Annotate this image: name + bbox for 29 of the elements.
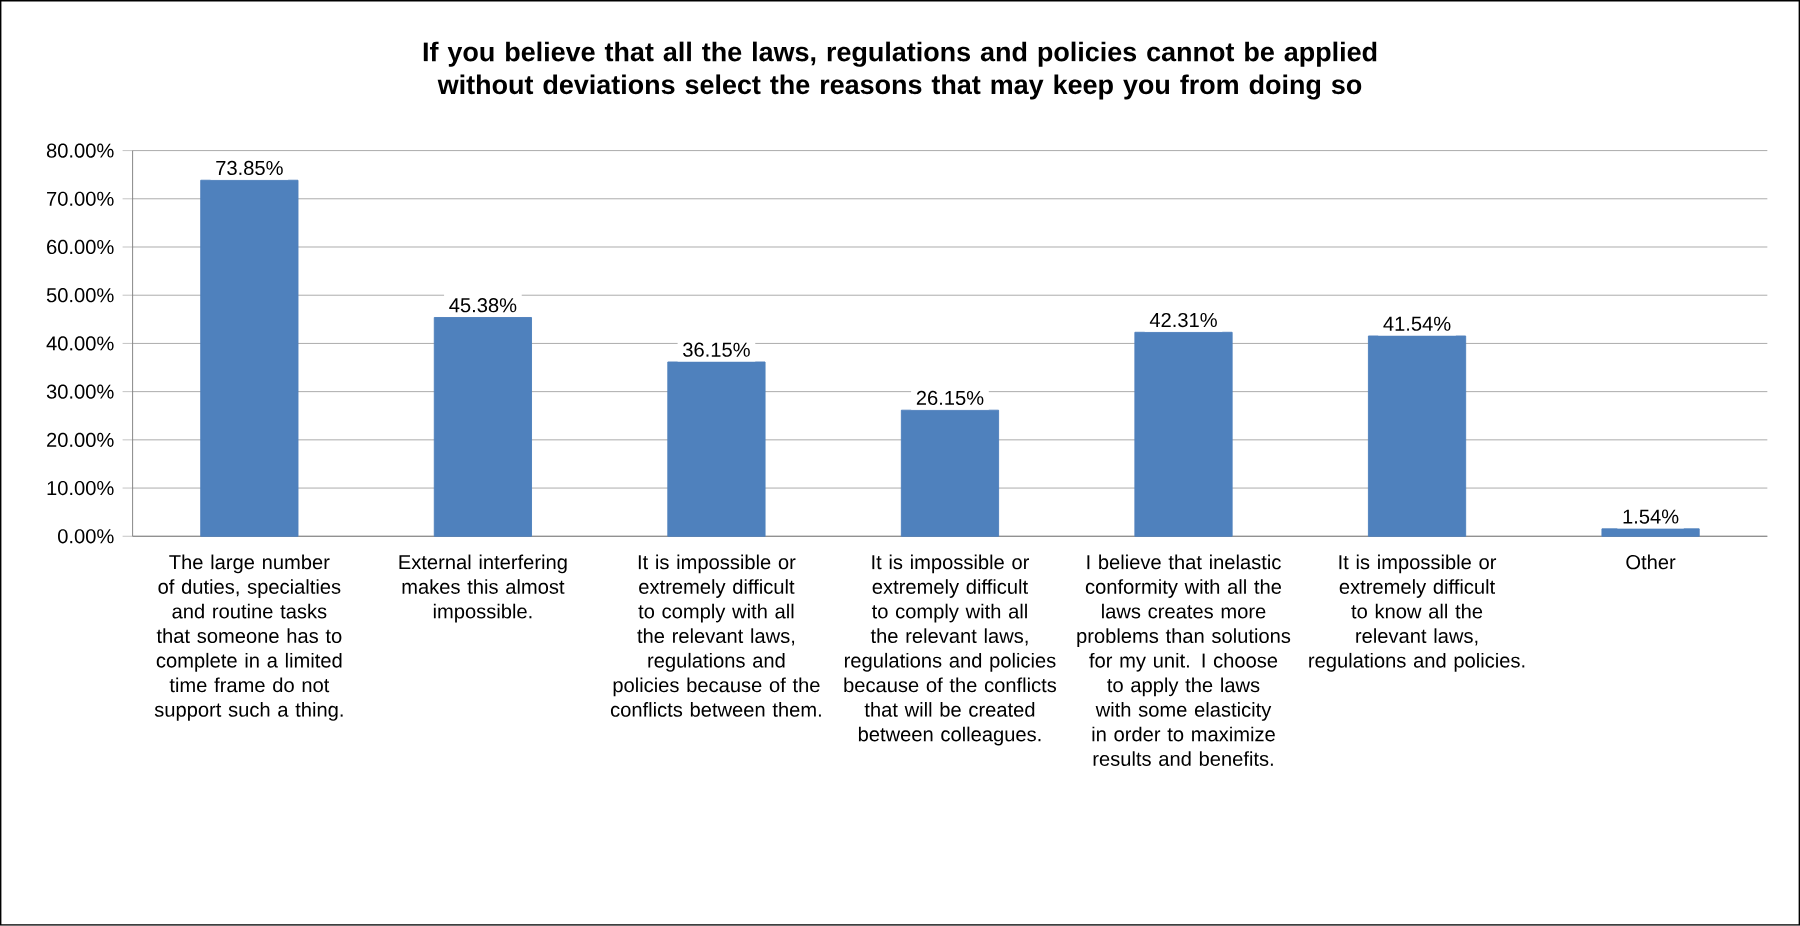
x-tick-label: Other [1626,554,1676,570]
data-label: 36.15% [683,342,750,357]
bar [1134,331,1233,537]
data-label: 26.15% [916,390,984,406]
y-tick-label: 10.00% [47,481,114,496]
y-tick-label: 50.00% [46,288,114,303]
y-tick-label: 70.00% [47,191,114,207]
x-tick-label: It is impossible or extremely difficult to comply with all the relevant laws, regulations and policies because of the conflicts between them. [610,554,821,717]
x-tick-label: External interfering makes this almost impossible. [399,554,567,623]
data-label: 42.31% [1149,313,1217,328]
category-label: I believe that inelastic conformity with all the laws creates more problems than solutions for my unit. I choose to apply the laws with some elasticity in order to maximize results and benefits. [1077,554,1291,767]
bar [1367,335,1467,537]
y-tick-label: 40.00% [46,336,114,351]
y-tick-label: 80.00% [46,143,114,158]
y-tick-label: 30.00% [46,384,114,399]
bar [1601,528,1700,537]
y-tick-label: 0.00% [58,529,114,544]
x-tick-label: The large number of duties, specialties and routine tasks that someone has to complete in a limited time frame do not support such a thing. [154,554,343,721]
data-label: 1.54% [1623,509,1679,524]
bar [433,317,532,537]
x-tick-label: It is impossible or extremely difficult to comply with all the relevant laws, regulations and policies because of the conflicts that will be created between colleagues. [844,554,1057,746]
x-tick-label: It is impossible or extremely difficult to know all the relevant laws, regulations and policies. [1309,554,1525,672]
y-tick-label: 20.00% [47,432,114,448]
data-label: 41.54% [1383,316,1451,331]
data-label: 73.85% [216,160,283,176]
data-label: 45.38% [449,298,517,313]
chart-title: If you believe that all the laws, regulations and policies cannot be applied without deviations select the reasons that may keep you from doing so [423,41,1377,100]
y-tick-label: 60.00% [47,240,114,255]
bar [200,179,299,537]
